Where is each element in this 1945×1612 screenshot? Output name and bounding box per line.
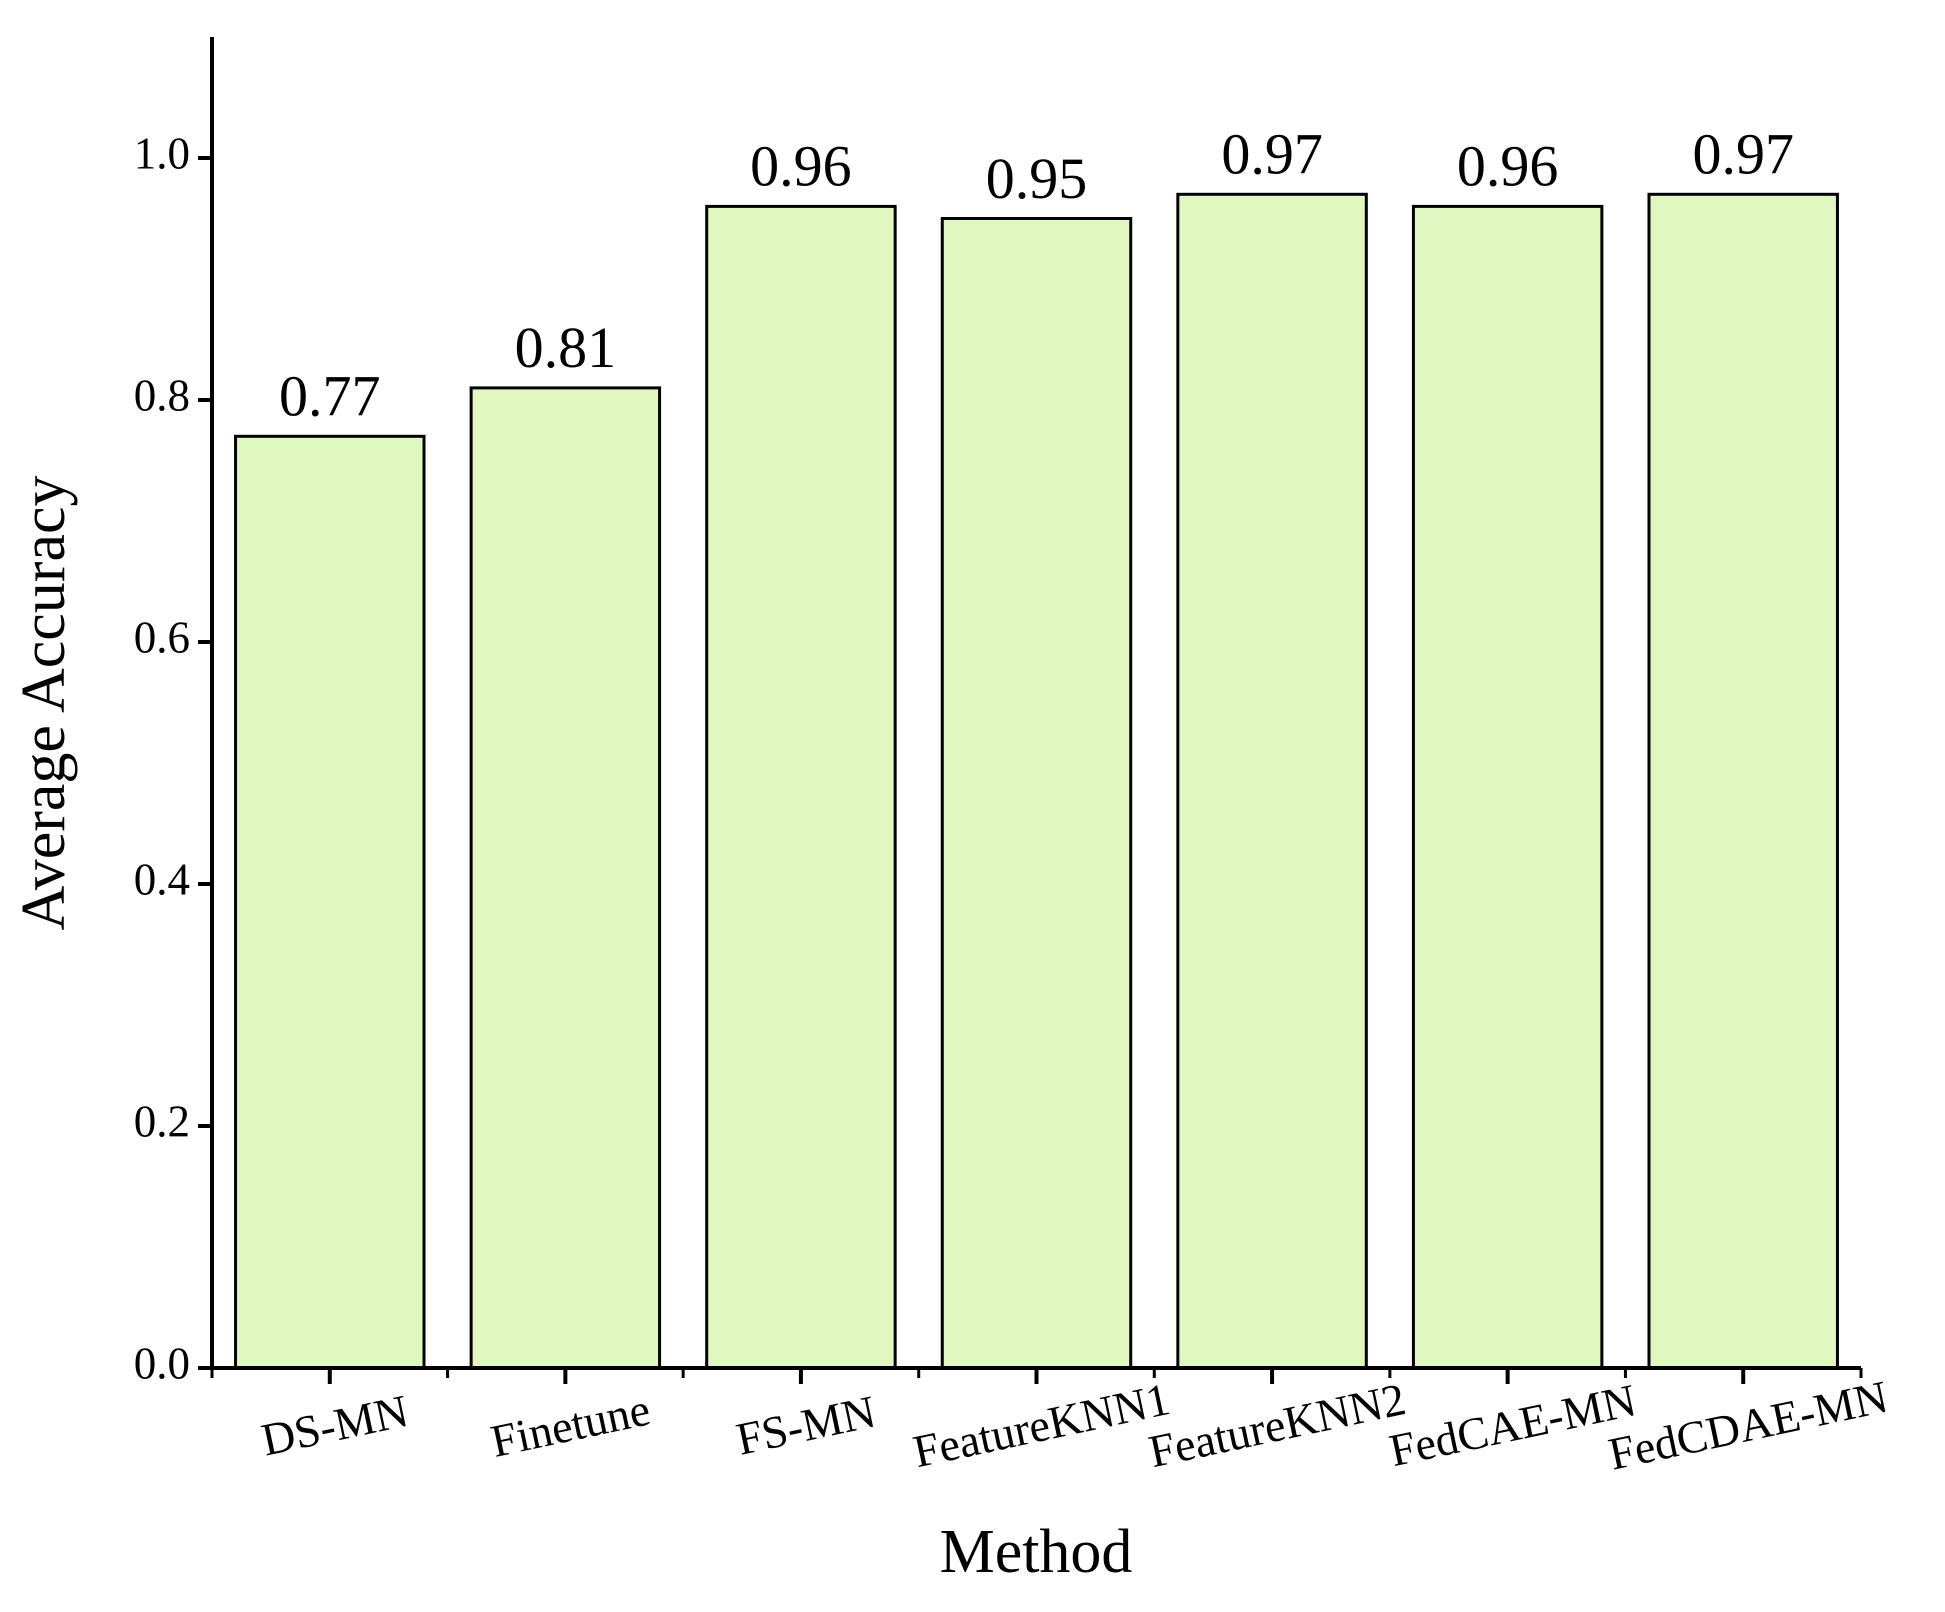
- y-tick-label: 0.2: [134, 1096, 190, 1146]
- y-axis-title: Average Accuracy: [10, 476, 78, 931]
- value-label: 0.97: [1692, 122, 1794, 187]
- value-label: 0.97: [1221, 122, 1323, 187]
- y-tick-label: 0.0: [134, 1338, 190, 1388]
- value-label: 0.96: [750, 134, 852, 199]
- x-tick-label: Finetune: [486, 1383, 654, 1466]
- x-tick-label: FeatureKNN1: [909, 1373, 1175, 1477]
- bar: [1647, 192, 1839, 1370]
- x-tick-label: FedCDAE-MN: [1604, 1371, 1892, 1480]
- y-tick-label: 1.0: [134, 128, 190, 178]
- y-tick-label: 0.6: [134, 612, 190, 662]
- x-tick-label: FS-MN: [732, 1386, 880, 1465]
- bar: [234, 434, 426, 1370]
- y-tick-label: 0.8: [134, 370, 190, 420]
- value-label: 0.81: [515, 315, 617, 380]
- x-tick-label: FeatureKNN2: [1144, 1373, 1410, 1477]
- x-tick-label: DS-MN: [257, 1385, 413, 1466]
- x-tick-label: FedCAE-MN: [1385, 1374, 1641, 1476]
- bar: [1176, 192, 1368, 1370]
- x-axis-title: Method: [940, 1518, 1133, 1586]
- bar: [469, 386, 662, 1370]
- value-label: 0.77: [279, 364, 381, 429]
- bar: [705, 204, 897, 1370]
- bar: [1411, 204, 1604, 1370]
- bar: [940, 217, 1133, 1370]
- value-label: 0.95: [986, 146, 1088, 211]
- y-tick-label: 0.4: [134, 854, 190, 904]
- value-label: 0.96: [1457, 134, 1559, 199]
